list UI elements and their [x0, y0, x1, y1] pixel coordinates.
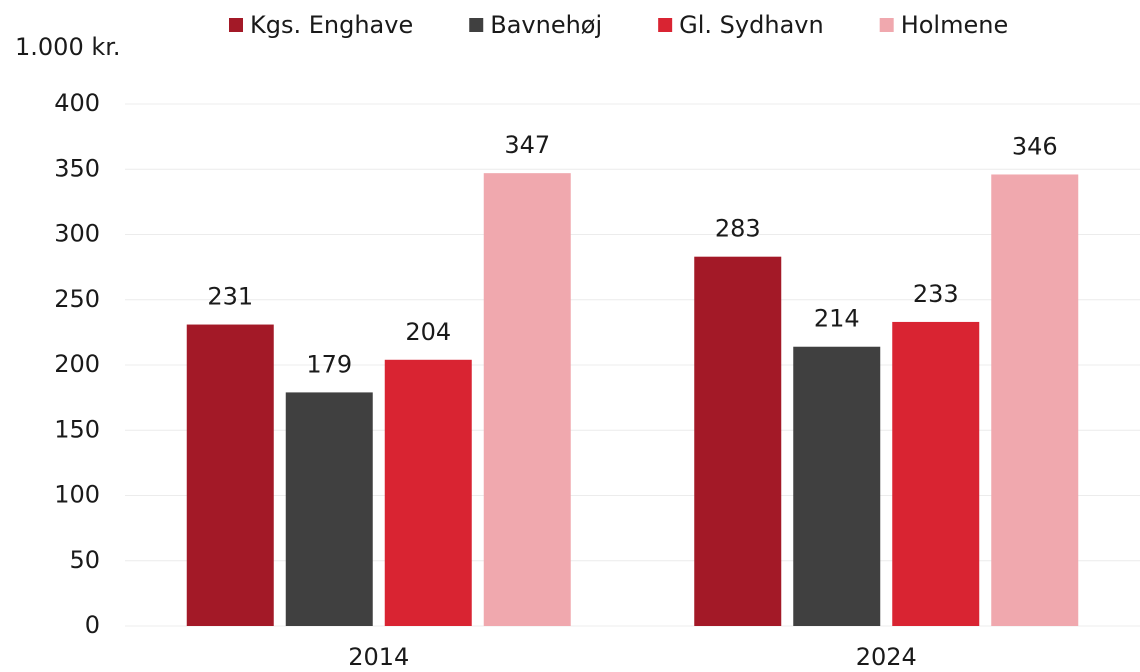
data-label: 231: [207, 283, 253, 311]
legend-label: Gl. Sydhavn: [679, 11, 824, 39]
legend-swatch: [469, 18, 484, 32]
y-tick-label: 100: [54, 481, 100, 509]
x-tick-label: 2024: [856, 643, 917, 671]
y-tick-label: 400: [54, 89, 100, 117]
legend-label: Kgs. Enghave: [250, 11, 413, 39]
legend-swatch: [229, 18, 243, 32]
x-tick-label: 2014: [348, 643, 409, 671]
legend-swatch: [658, 18, 673, 32]
bar: [793, 346, 881, 626]
data-label: 347: [504, 131, 550, 159]
bar: [892, 321, 980, 626]
y-tick-label: 150: [54, 415, 100, 443]
bar: [483, 173, 571, 627]
bar: [991, 174, 1079, 626]
y-tick-label: 0: [85, 611, 100, 639]
bar: [694, 256, 782, 626]
data-label: 204: [405, 318, 451, 346]
y-tick-label: 250: [54, 285, 100, 313]
data-label: 283: [715, 215, 761, 243]
legend-label: Bavnehøj: [490, 11, 602, 39]
y-tick-label: 50: [69, 546, 100, 574]
data-label: 179: [306, 350, 352, 378]
y-tick-label: 300: [54, 220, 100, 248]
data-label: 346: [1012, 132, 1058, 160]
bar: [384, 359, 472, 626]
bar: [285, 392, 373, 626]
unit-label: 1.000 kr.: [15, 33, 121, 61]
y-tick-label: 200: [54, 350, 100, 378]
data-label: 214: [814, 305, 860, 333]
data-label: 233: [913, 280, 959, 308]
bar: [186, 324, 274, 626]
y-tick-label: 350: [54, 154, 100, 182]
legend-label: Holmene: [901, 11, 1009, 39]
legend-swatch: [879, 18, 894, 32]
